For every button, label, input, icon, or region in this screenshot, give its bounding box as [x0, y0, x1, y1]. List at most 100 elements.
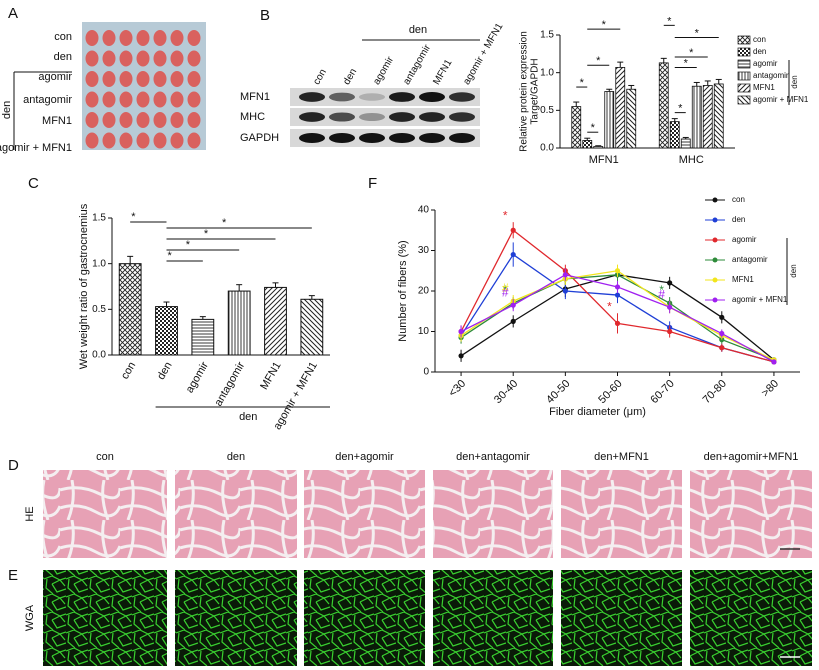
muscle	[119, 132, 133, 149]
blot-band	[329, 92, 355, 102]
significance-label: *	[186, 239, 191, 251]
legend-label: antagomir	[732, 255, 768, 264]
muscle	[170, 91, 184, 108]
point	[614, 284, 621, 290]
muscle	[85, 71, 99, 87]
bar	[155, 306, 178, 356]
muscle	[153, 91, 167, 108]
muscle	[102, 91, 116, 108]
he-image	[690, 470, 812, 558]
muscle	[85, 50, 99, 67]
wga-image	[175, 570, 297, 666]
legend-label: MFN1	[732, 275, 754, 284]
significance-label: *	[222, 217, 227, 229]
panel-letter: F	[368, 175, 377, 192]
blot-row-label: MHC	[240, 111, 265, 123]
significance-label: *	[131, 211, 136, 223]
muscle	[119, 71, 133, 87]
legend-label: den	[753, 47, 766, 56]
row-label: MFN1	[42, 115, 72, 127]
annotation: #	[658, 287, 665, 301]
y-tick-label: 0.0	[92, 350, 106, 361]
legend-label: antagomir	[753, 71, 789, 80]
y-axis-label: Target/GAPDH	[530, 58, 541, 124]
row-label: HE	[24, 506, 36, 521]
bar	[669, 121, 680, 149]
significance-label: *	[168, 250, 173, 262]
blot-band	[389, 133, 415, 143]
column-title: con	[96, 451, 114, 463]
point	[719, 314, 725, 320]
lane-label: agomir + MFN1	[461, 21, 505, 87]
panel-letter: E	[8, 567, 18, 584]
muscle	[102, 132, 116, 149]
point	[667, 304, 673, 310]
blot-band	[299, 92, 325, 102]
x-tick-label: <30	[447, 378, 469, 400]
row-label: agomir	[38, 71, 72, 83]
point	[458, 353, 464, 359]
significance-label: *	[591, 122, 596, 134]
legend-marker	[712, 297, 718, 303]
x-tick-label: 40-50	[544, 378, 572, 406]
he-image	[561, 470, 682, 558]
blot-band	[389, 92, 415, 102]
legend-group: den	[789, 264, 798, 277]
muscle	[136, 71, 150, 87]
x-tick-label: den	[155, 360, 175, 382]
blot-band	[359, 112, 385, 122]
y-tick-label: 1.5	[540, 30, 554, 41]
y-tick-label: 10	[418, 326, 430, 337]
muscle	[170, 132, 184, 149]
muscle	[102, 30, 116, 46]
muscle	[187, 71, 201, 87]
point	[719, 330, 725, 337]
bar	[571, 106, 582, 149]
blot-band	[299, 112, 325, 122]
legend-label: agomir + MFN1	[732, 295, 788, 304]
panel-letter: C	[28, 175, 39, 192]
he-image	[43, 470, 167, 558]
legend-label: agomir + MFN1	[753, 95, 809, 104]
muscle	[170, 50, 184, 67]
lane-label: agomir	[371, 54, 396, 87]
muscle	[85, 112, 99, 128]
x-tick-label: MFN1	[589, 154, 619, 166]
lane-label: MFN1	[431, 57, 454, 86]
muscle	[85, 91, 99, 108]
legend-marker	[712, 217, 718, 223]
row-label: con	[54, 31, 72, 43]
muscle	[136, 112, 150, 128]
point	[510, 251, 516, 258]
column-title: den	[227, 451, 245, 463]
row-label: den	[54, 51, 72, 63]
column-title: den+antagomir	[456, 451, 530, 463]
legend-swatch	[737, 95, 751, 105]
significance-label: *	[667, 15, 672, 27]
bar	[582, 140, 593, 149]
y-tick-label: 1.5	[92, 213, 106, 224]
blot-band	[449, 133, 475, 143]
legend-label: MFN1	[753, 83, 775, 92]
legend-label: agomir	[732, 235, 757, 244]
wga-image	[304, 570, 425, 666]
annotation: *	[607, 299, 612, 313]
point	[510, 318, 516, 324]
significance-label: *	[596, 55, 601, 67]
blot-band	[359, 93, 385, 101]
blot-row-label: MFN1	[240, 91, 270, 103]
legend-group: den	[790, 75, 799, 88]
point	[510, 227, 516, 233]
muscle	[153, 112, 167, 128]
point	[771, 359, 777, 365]
blot-band	[449, 112, 475, 122]
point	[667, 328, 673, 335]
y-tick-label: 0	[423, 367, 429, 378]
muscle	[153, 132, 167, 149]
point	[614, 268, 621, 274]
muscle	[136, 30, 150, 46]
muscle	[187, 112, 201, 128]
bar	[264, 286, 287, 356]
muscle	[170, 71, 184, 87]
x-tick-label: 60-70	[648, 378, 676, 406]
